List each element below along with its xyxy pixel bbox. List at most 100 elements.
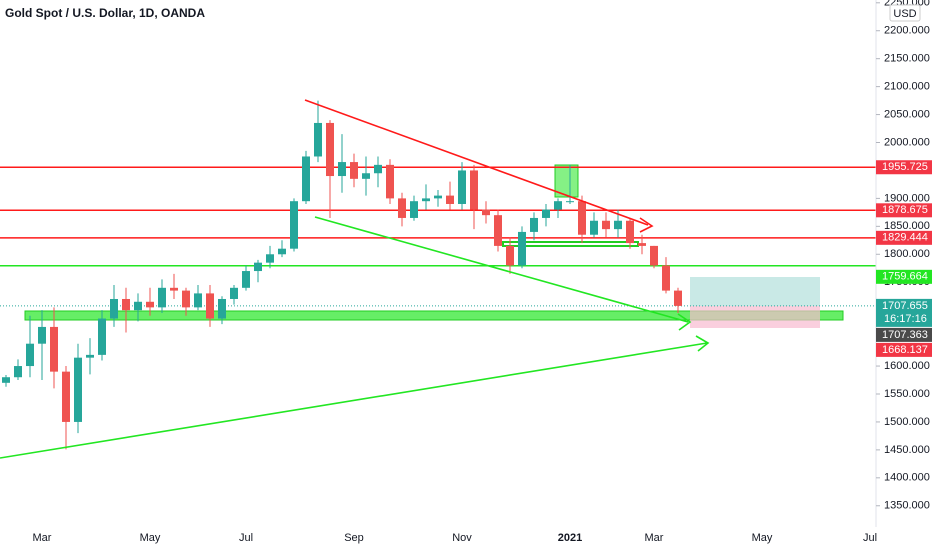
- y-tick-label: 1350.000: [884, 500, 930, 512]
- candle-body: [170, 287, 178, 291]
- candle-body: [590, 220, 598, 235]
- y-tick-label: 1850.000: [884, 220, 930, 232]
- chart-title: Gold Spot / U.S. Dollar, 1D, OANDA: [5, 6, 205, 20]
- x-tick-label: Sep: [344, 532, 364, 544]
- candle-body: [278, 248, 286, 255]
- currency-badge: [889, 4, 921, 22]
- y-tick-label: 1600.000: [884, 360, 930, 372]
- x-tick-label: Nov: [452, 532, 472, 544]
- price-label: 1668.137: [882, 344, 928, 356]
- drawings: [0, 99, 710, 459]
- trend-line: [314, 216, 689, 323]
- candle-body: [86, 354, 94, 358]
- candle-body: [434, 195, 442, 199]
- candle-body: [650, 245, 658, 266]
- candle-body: [578, 201, 586, 235]
- price-label-box: [876, 230, 932, 245]
- candle-body: [134, 301, 142, 311]
- y-tick-label: 1550.000: [884, 388, 930, 400]
- x-tick-label: May: [752, 532, 773, 544]
- candle-body: [374, 164, 382, 174]
- candle-body: [14, 366, 22, 378]
- candle-body: [530, 217, 538, 232]
- candles: [2, 100, 682, 450]
- candle-body: [470, 170, 478, 210]
- candle-body: [566, 201, 574, 203]
- long-target: [690, 277, 820, 306]
- trend-line: [0, 342, 708, 459]
- candle-body: [50, 326, 58, 372]
- price-label: 1707.655: [882, 300, 928, 312]
- x-tick-label: 2021: [558, 532, 582, 544]
- y-tick-label: 1450.000: [884, 444, 930, 456]
- candle-body: [218, 298, 226, 319]
- candle-body: [98, 318, 106, 355]
- candle-body: [146, 301, 154, 308]
- arrow-head: [695, 335, 710, 352]
- candle-body: [254, 262, 262, 272]
- arrow-head: [677, 313, 692, 331]
- price-label: 1955.725: [882, 161, 928, 173]
- y-tick-label: 2250.000: [884, 0, 930, 9]
- y-tick-label: 2100.000: [884, 81, 930, 93]
- candle-body: [506, 245, 514, 266]
- price-label-box: [876, 203, 932, 218]
- candle-body: [398, 198, 406, 218]
- x-tick-label: Mar: [645, 532, 664, 544]
- price-label-box: [876, 269, 932, 284]
- candle-body: [74, 357, 82, 422]
- highlight-box: [554, 164, 579, 198]
- y-tick-label: 1500.000: [884, 416, 930, 428]
- price-label: 1878.675: [882, 204, 928, 216]
- y-tick-label: 2200.000: [884, 25, 930, 37]
- candle-body: [518, 231, 526, 266]
- price-label-box: [876, 327, 932, 342]
- candle-body: [62, 371, 70, 422]
- candle-body: [662, 265, 670, 291]
- price-label: 1759.664: [882, 271, 928, 283]
- candle-body: [494, 215, 502, 246]
- x-tick-label: Jul: [863, 532, 877, 544]
- candle-body: [554, 201, 562, 210]
- currency: USD: [893, 8, 916, 20]
- candle-body: [242, 271, 250, 288]
- y-tick-label: 2050.000: [884, 108, 930, 120]
- candle-body: [446, 195, 454, 204]
- candle-body: [362, 173, 370, 179]
- arrow-head: [639, 217, 654, 233]
- x-tick-label: Jul: [239, 532, 253, 544]
- candle-body: [614, 220, 622, 230]
- long-stop: [690, 306, 820, 328]
- y-tick-label: 1900.000: [884, 192, 930, 204]
- countdown: 16:17:16: [884, 313, 927, 325]
- candle-body: [602, 220, 610, 230]
- candle-body: [638, 243, 646, 246]
- support-zone: [24, 310, 844, 321]
- candle-body: [230, 287, 238, 299]
- candle-body: [482, 209, 490, 216]
- y-tick-label: 1400.000: [884, 472, 930, 484]
- price-label-box: [876, 160, 932, 175]
- candle-body: [2, 377, 10, 383]
- price-label-box: [876, 342, 932, 357]
- price-label: 1707.363: [882, 329, 928, 341]
- candle-body: [266, 254, 274, 263]
- candle-body: [338, 162, 346, 177]
- candle-body: [290, 201, 298, 249]
- candle-body: [182, 290, 190, 308]
- candle-body: [422, 198, 430, 202]
- y-tick-label: 2000.000: [884, 136, 930, 148]
- candle-body: [26, 343, 34, 367]
- candle-body: [122, 298, 130, 311]
- candle-body: [314, 122, 322, 157]
- x-tick-label: May: [140, 532, 161, 544]
- candle-body: [38, 326, 46, 344]
- candle-body: [458, 170, 466, 204]
- candle-body: [350, 162, 358, 179]
- candle-body: [386, 164, 394, 199]
- price-label-box: [876, 298, 932, 327]
- candle-body: [302, 156, 310, 202]
- candle-body: [206, 293, 214, 319]
- trend-line: [304, 99, 649, 226]
